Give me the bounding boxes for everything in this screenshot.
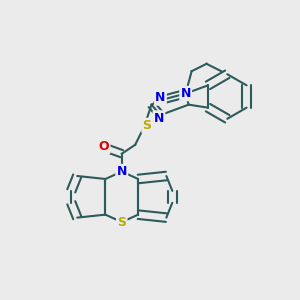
Text: N: N	[117, 165, 127, 178]
Text: O: O	[99, 140, 109, 153]
Text: S: S	[117, 216, 126, 229]
Text: N: N	[155, 92, 166, 104]
Text: N: N	[181, 87, 191, 100]
Text: S: S	[142, 119, 152, 132]
Text: N: N	[154, 112, 164, 124]
